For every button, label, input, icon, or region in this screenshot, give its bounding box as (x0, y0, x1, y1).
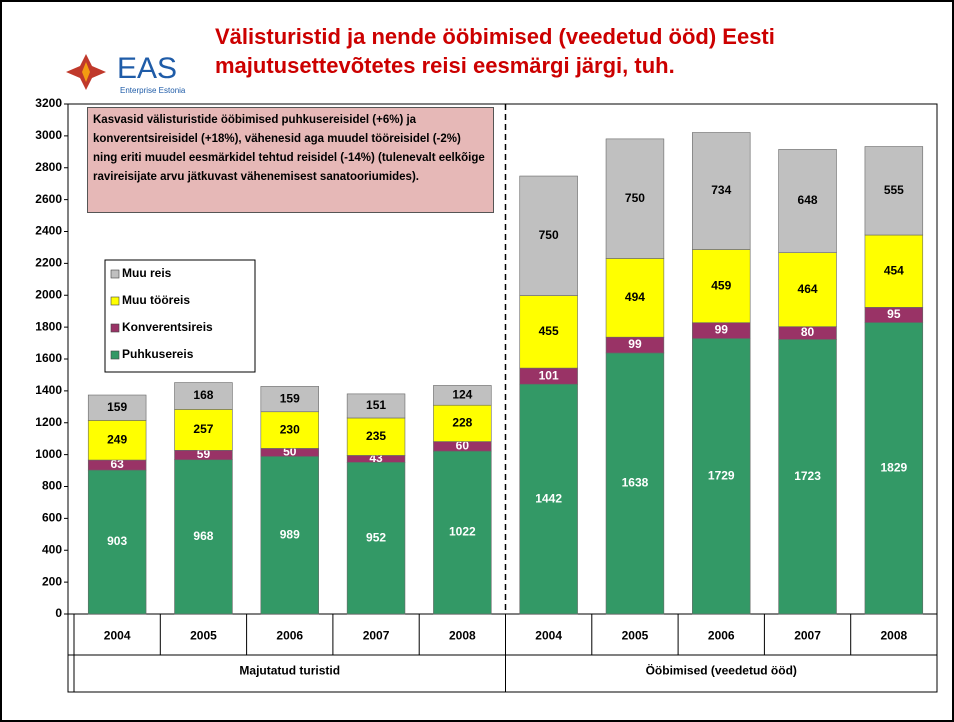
data-label: 454 (884, 263, 904, 277)
y-tick-label: 800 (42, 479, 62, 493)
data-label: 750 (625, 191, 645, 205)
group-label: Majutatud turistid (239, 664, 340, 678)
data-label: 750 (539, 228, 559, 242)
y-tick-label: 200 (42, 574, 62, 588)
data-label: 95 (887, 307, 901, 321)
legend-swatch (111, 297, 119, 305)
legend-label: Muu reis (122, 266, 172, 280)
y-tick-label: 3000 (35, 128, 62, 142)
x-tick-label: 2005 (190, 629, 217, 643)
legend-label: Puhkusereis (122, 347, 194, 361)
data-label: 1442 (535, 491, 562, 505)
data-label: 1729 (708, 468, 735, 482)
y-tick-label: 1800 (35, 319, 62, 333)
y-tick-label: 0 (55, 606, 62, 620)
data-label: 228 (452, 416, 472, 430)
x-tick-label: 2007 (363, 629, 390, 643)
y-tick-label: 3200 (35, 96, 62, 110)
y-tick-label: 2600 (35, 192, 62, 206)
x-tick-label: 2004 (535, 629, 562, 643)
y-tick-label: 2200 (35, 256, 62, 270)
legend-swatch (111, 270, 119, 278)
x-tick-label: 2005 (622, 629, 649, 643)
y-tick-label: 2800 (35, 160, 62, 174)
data-label: 734 (711, 183, 731, 197)
y-tick-label: 1600 (35, 351, 62, 365)
x-tick-label: 2004 (104, 629, 131, 643)
y-tick-label: 2400 (35, 224, 62, 238)
data-label: 952 (366, 530, 386, 544)
data-label: 455 (539, 324, 559, 338)
data-label: 648 (798, 193, 818, 207)
annotation: Kasvasid välisturistide ööbimised puhkus… (87, 107, 494, 213)
data-label: 464 (798, 282, 818, 296)
data-label: 257 (193, 422, 213, 436)
x-tick-label: 2007 (794, 629, 821, 643)
data-label: 99 (715, 323, 729, 337)
data-label: 555 (884, 183, 904, 197)
x-tick-label: 2008 (880, 629, 907, 643)
group-label: Ööbimised (veedetud ööd) (646, 663, 797, 678)
legend-label: Konverentsireis (122, 320, 213, 334)
data-label: 494 (625, 290, 645, 304)
x-tick-label: 2006 (708, 629, 735, 643)
slide: EAS Enterprise Estonia Välisturistid ja … (0, 0, 954, 722)
data-label: 1022 (449, 525, 476, 539)
data-label: 249 (107, 432, 127, 446)
y-tick-label: 1000 (35, 447, 62, 461)
legend-label: Muu tööreis (122, 293, 190, 307)
data-label: 230 (280, 422, 300, 436)
y-tick-label: 1200 (35, 415, 62, 429)
y-tick-label: 2000 (35, 287, 62, 301)
x-tick-label: 2008 (449, 629, 476, 643)
data-label: 1638 (622, 476, 649, 490)
data-label: 101 (539, 368, 559, 382)
data-label: 1723 (794, 469, 821, 483)
y-tick-label: 400 (42, 542, 62, 556)
data-label: 1829 (880, 460, 907, 474)
data-label: 903 (107, 534, 127, 548)
data-label: 235 (366, 429, 386, 443)
legend-swatch (111, 324, 119, 332)
data-label: 968 (193, 529, 213, 543)
data-label: 168 (193, 388, 213, 402)
y-tick-label: 600 (42, 511, 62, 525)
data-label: 124 (452, 388, 472, 402)
data-label: 80 (801, 325, 815, 339)
data-label: 151 (366, 398, 386, 412)
y-tick-label: 1400 (35, 383, 62, 397)
data-label: 99 (628, 337, 642, 351)
data-label: 159 (107, 400, 127, 414)
data-label: 989 (280, 527, 300, 541)
x-tick-label: 2006 (276, 629, 303, 643)
data-label: 159 (280, 391, 300, 405)
legend-swatch (111, 351, 119, 359)
data-label: 459 (711, 278, 731, 292)
